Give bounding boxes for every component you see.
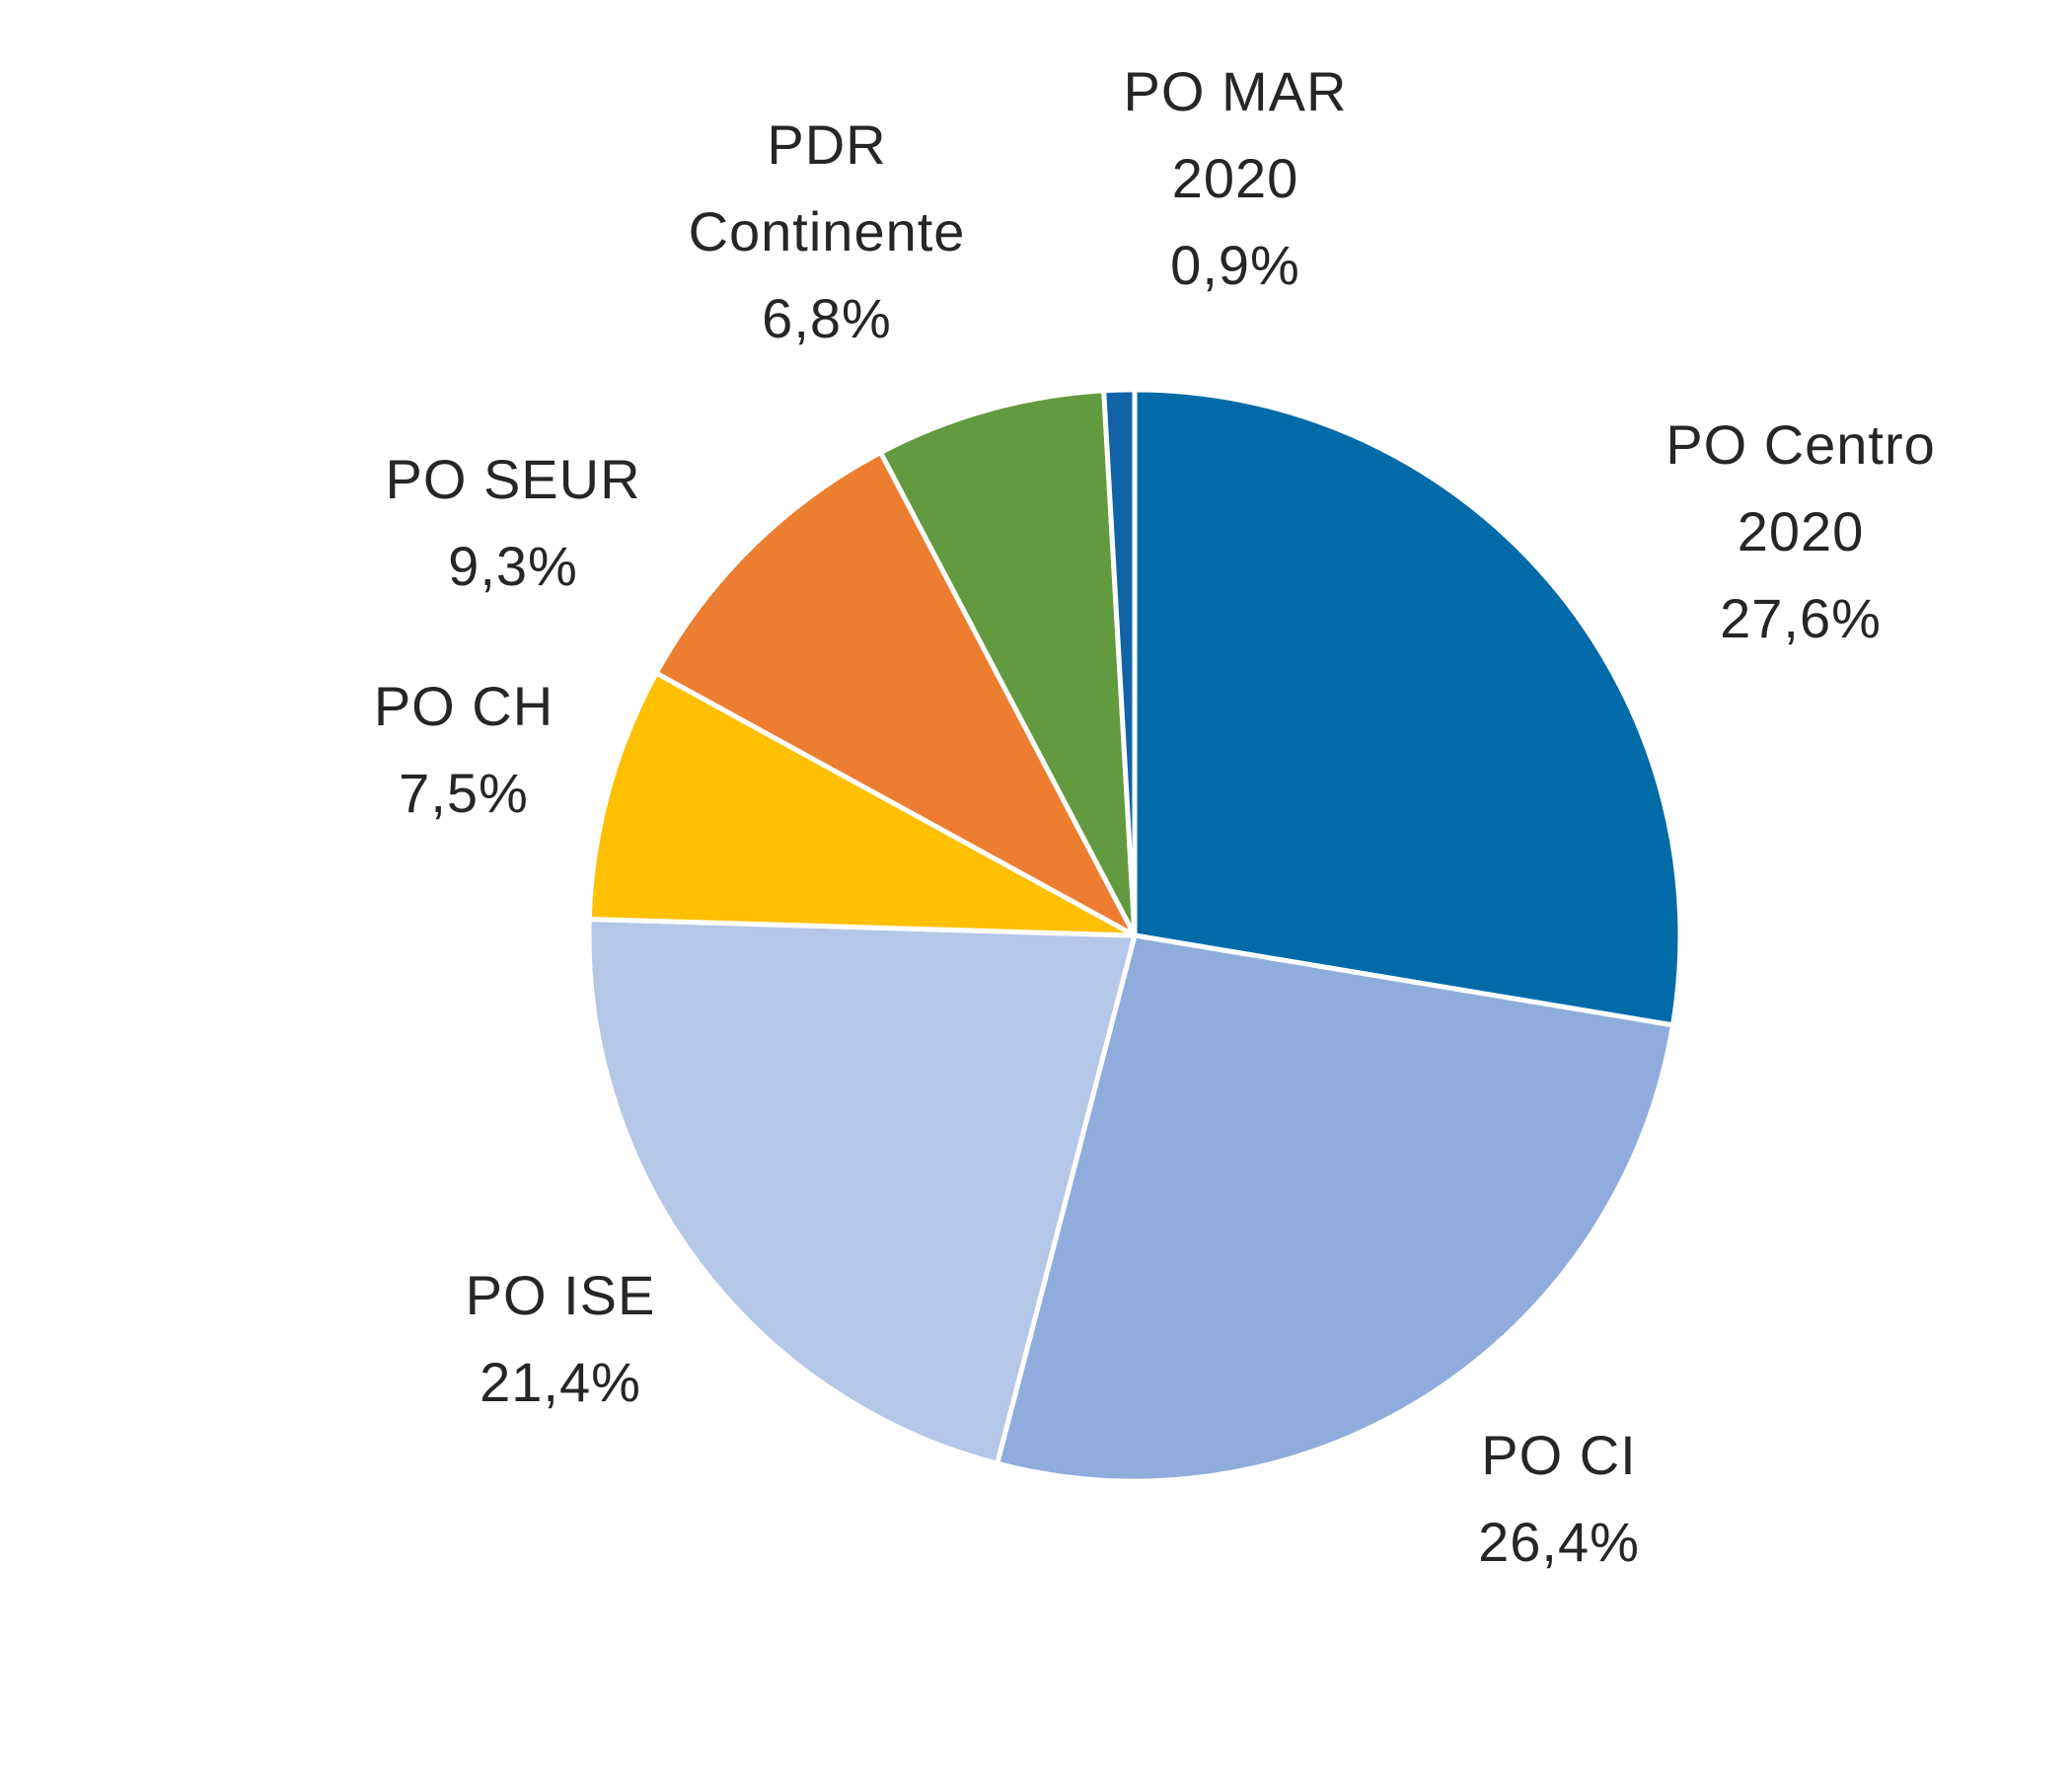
slice-percent-label: 27,6% (1720, 587, 1882, 649)
slice-label-4: PO SEUR 9,3% (385, 448, 640, 597)
slice-label-text: PO Centro (1665, 413, 1936, 476)
slice-label-text: Continente (689, 200, 966, 262)
slice-percent-label: 21,4% (480, 1351, 641, 1413)
slice-label-text: 2020 (1172, 147, 1299, 209)
pie-slice-4 (653, 450, 1138, 938)
slice-label-text: PO CH (374, 675, 554, 737)
slice-label-0: PO Centro 2020 27,6% (1665, 413, 1936, 649)
pie-slice-1 (995, 932, 1675, 1484)
slice-percent-label: 0,9% (1170, 234, 1300, 296)
slice-label-5: PDR Continente 6,8% (689, 113, 966, 349)
pie-slice-2 (586, 916, 1138, 1466)
slice-percent-label: 26,4% (1478, 1511, 1640, 1573)
slice-percent-label: 7,5% (399, 762, 529, 824)
slices-layer (586, 387, 1683, 1484)
pie-slice-3 (586, 670, 1138, 938)
slice-label-text: PDR (767, 113, 886, 176)
slice-percent-label: 9,3% (448, 535, 578, 597)
slice-label-1: PO CI 26,4% (1478, 1424, 1640, 1573)
pie-slice-6 (1101, 387, 1138, 938)
slice-label-text: 2020 (1738, 500, 1865, 562)
slice-label-text: PO SEUR (385, 448, 640, 510)
pie-slice-0 (1132, 387, 1683, 1028)
slice-percent-label: 6,8% (762, 287, 892, 349)
slice-label-text: PO CI (1481, 1424, 1636, 1486)
pie-slice-5 (878, 388, 1138, 938)
slice-label-text: PO MAR (1124, 60, 1348, 122)
slice-label-2: PO ISE 21,4% (466, 1264, 656, 1413)
slice-label-text: PO ISE (466, 1264, 656, 1326)
slice-label-6: PO MAR 2020 0,9% (1124, 60, 1348, 296)
slice-label-3: PO CH 7,5% (374, 675, 554, 824)
